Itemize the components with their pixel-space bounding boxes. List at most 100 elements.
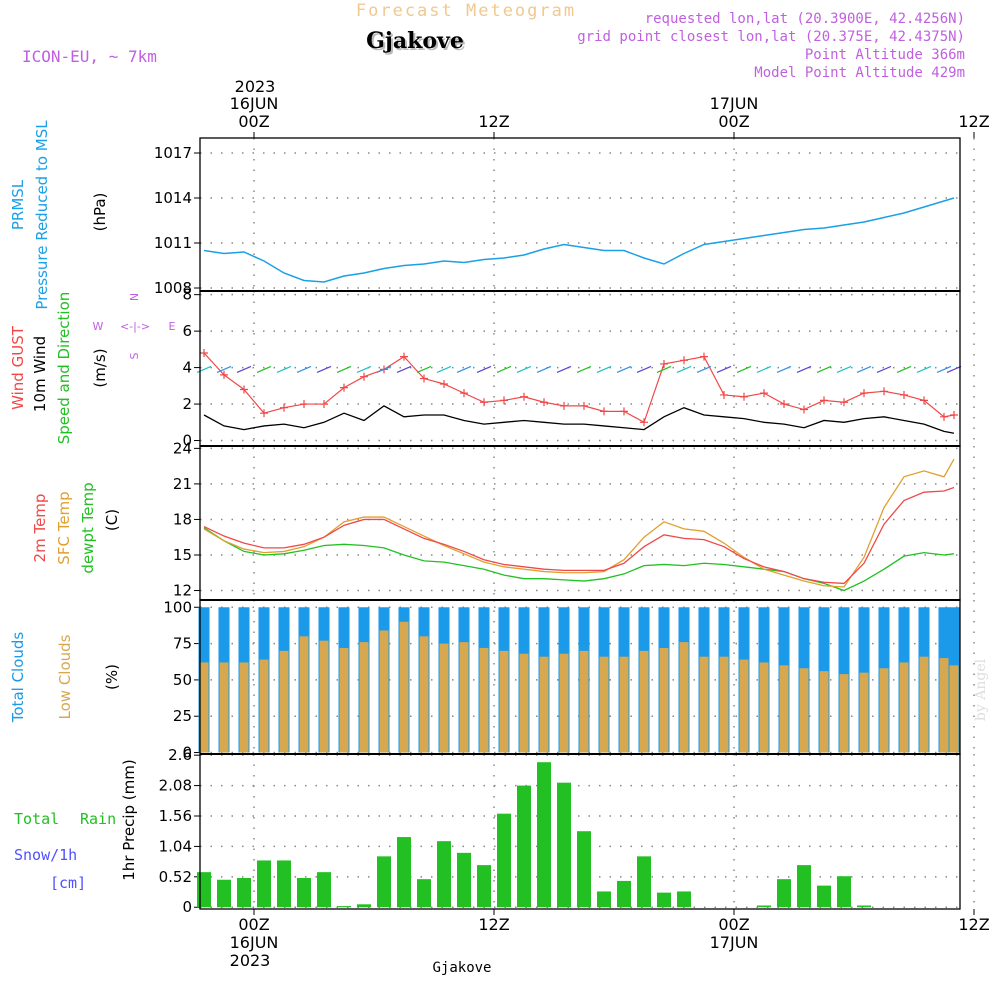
low-cloud-bar bbox=[939, 658, 949, 753]
rain-bar bbox=[337, 906, 351, 908]
wind-direction-arrow bbox=[816, 365, 832, 373]
gust-marker bbox=[320, 400, 328, 409]
gust-marker bbox=[220, 370, 228, 379]
gust-marker bbox=[740, 392, 748, 401]
label-dewpt-temp: dewpt Temp bbox=[79, 482, 97, 573]
top-date-label: 17JUN bbox=[710, 94, 759, 113]
low-cloud-bar bbox=[739, 659, 749, 753]
rain-bar bbox=[817, 885, 831, 908]
gust-marker bbox=[720, 390, 728, 399]
low-cloud-bar bbox=[399, 621, 409, 753]
label-ms: (m/s) bbox=[91, 348, 109, 387]
top-time-axis: 00Z16JUN12Z00Z17JUN12Z00Z18JUN12Z bbox=[230, 94, 990, 131]
low-cloud-bar bbox=[539, 656, 549, 753]
low-cloud-bar bbox=[259, 659, 269, 753]
rain-bar bbox=[757, 905, 771, 908]
label-1hr-precip: 1hr Precip (mm) bbox=[120, 759, 138, 880]
bottom-time-axis: 00Z16JUN12Z00Z17JUN12Z00Z18JUN12Z bbox=[230, 915, 990, 952]
bottom-time-label: 12Z bbox=[958, 915, 989, 934]
panel-temperature: 12 15 18 21 24 bbox=[173, 439, 975, 601]
sfc-temp-line bbox=[203, 458, 955, 588]
gust-marker bbox=[820, 396, 828, 405]
low-cloud-bar bbox=[949, 665, 959, 753]
rain-bar bbox=[477, 865, 491, 908]
wind-direction-arrow bbox=[556, 365, 572, 373]
t2m-line bbox=[203, 486, 955, 585]
low-cloud-bar bbox=[799, 668, 809, 753]
low-cloud-bar bbox=[839, 674, 849, 753]
ytick-label: 1008 bbox=[154, 279, 192, 297]
gust-marker bbox=[400, 352, 408, 361]
label-hpa: (hPa) bbox=[91, 193, 109, 232]
rain-bar bbox=[857, 905, 871, 908]
wind-direction-arrow bbox=[796, 365, 812, 373]
low-cloud-bar bbox=[579, 650, 589, 753]
wind-direction-arrow bbox=[716, 365, 732, 373]
low-cloud-bar bbox=[619, 656, 629, 753]
ytick-label: 12 bbox=[173, 582, 192, 600]
wind-direction-arrow bbox=[836, 365, 852, 373]
rain-bar bbox=[397, 837, 411, 908]
low-cloud-bar bbox=[639, 650, 649, 753]
gust-marker bbox=[950, 411, 958, 419]
wind-direction-arrow bbox=[936, 365, 952, 373]
ytick-label: 8 bbox=[182, 286, 192, 304]
wind-direction-arrow bbox=[276, 365, 292, 373]
rain-bar bbox=[217, 879, 231, 908]
ytick-label: 24 bbox=[173, 439, 192, 457]
top-time-label: 12Z bbox=[958, 112, 989, 131]
low-cloud-bar bbox=[759, 662, 769, 753]
low-cloud-bar bbox=[319, 640, 329, 753]
label-wind-gust: Wind GUST bbox=[9, 325, 27, 410]
low-cloud-bar bbox=[779, 665, 789, 753]
compass-arrow: <-|-> bbox=[120, 320, 150, 333]
wind-direction-arrow bbox=[876, 365, 892, 373]
ytick-label: 4 bbox=[182, 359, 192, 377]
rain-bar bbox=[497, 813, 511, 908]
rain-bar bbox=[297, 878, 311, 908]
ytick-label: 0 bbox=[182, 898, 192, 916]
rain-bar bbox=[657, 892, 671, 908]
wind-direction-arrow bbox=[216, 365, 232, 373]
gust-marker bbox=[580, 401, 588, 410]
wind-direction-arrow bbox=[416, 365, 432, 373]
ytick-label: 2.6 bbox=[168, 746, 192, 764]
bottom-year: 2023 bbox=[230, 951, 271, 970]
compass-e: E bbox=[169, 320, 176, 333]
rain-bar bbox=[437, 841, 451, 908]
wind-direction-arrow bbox=[376, 365, 392, 373]
ytick-label: 1.56 bbox=[159, 807, 192, 825]
gust-marker bbox=[340, 383, 348, 392]
ytick-label: 1017 bbox=[154, 144, 192, 162]
wind-direction-arrow bbox=[916, 365, 932, 373]
rain-bar bbox=[557, 782, 571, 908]
gust-marker bbox=[900, 390, 908, 399]
ytick-label: 75 bbox=[173, 635, 192, 653]
low-cloud-bar bbox=[219, 662, 229, 753]
wind-direction-arrow bbox=[396, 365, 412, 373]
rain-bar bbox=[377, 856, 391, 908]
low-cloud-bar bbox=[379, 630, 389, 753]
label-prmsl: PRMSL bbox=[9, 179, 27, 230]
gust-marker bbox=[840, 398, 848, 407]
low-cloud-bar bbox=[879, 668, 889, 753]
ytick-label: 2.08 bbox=[159, 777, 192, 795]
rain-bar bbox=[457, 852, 471, 908]
gust-marker bbox=[800, 405, 808, 414]
low-cloud-bar bbox=[459, 642, 469, 753]
point-altitude: Point Altitude 366m bbox=[805, 47, 965, 63]
rain-bar bbox=[317, 872, 331, 908]
requested-coords: requested lon,lat (20.3900E, 42.4256N) bbox=[645, 11, 965, 27]
gust-marker bbox=[240, 385, 248, 394]
model-label: ICON-EU, ~ 7km bbox=[22, 47, 157, 66]
gust-marker bbox=[460, 389, 468, 398]
gust-marker bbox=[880, 387, 888, 396]
ytick-label: 6 bbox=[182, 322, 192, 340]
wind-direction-arrow bbox=[776, 365, 792, 373]
gust-marker bbox=[420, 374, 428, 383]
gust-marker bbox=[700, 352, 708, 361]
wind-direction-arrow bbox=[336, 365, 352, 373]
label-2m-temp: 2m Temp bbox=[31, 494, 49, 563]
wind-direction-arrow bbox=[636, 365, 652, 373]
